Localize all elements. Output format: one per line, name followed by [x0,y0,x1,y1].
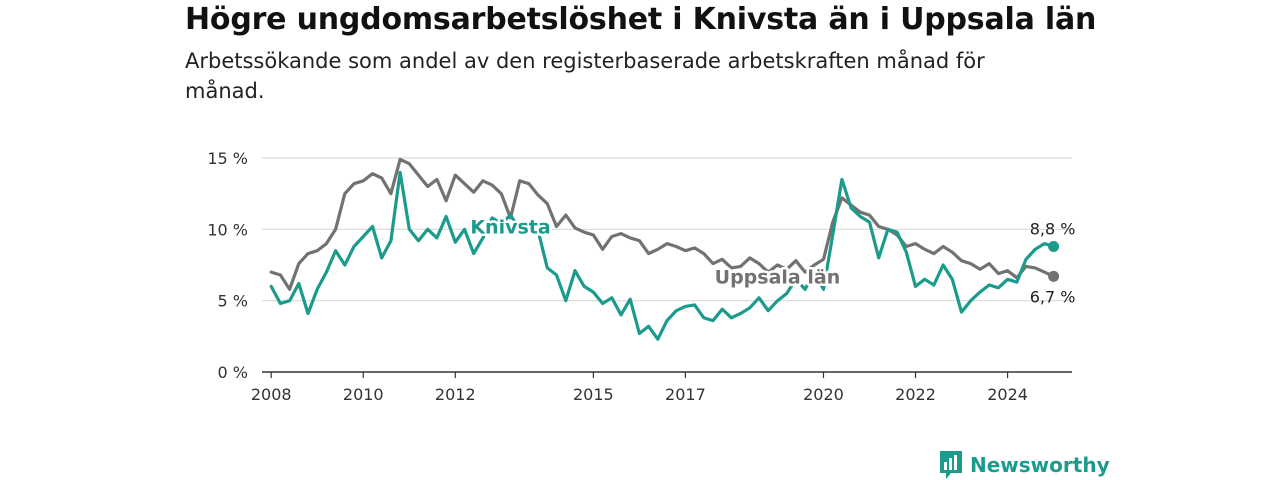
series-line-uppsala [269,157,1056,291]
x-tick-label: 2010 [343,385,384,404]
end-point-uppsala [1048,270,1060,282]
x-tick-label: 2017 [665,385,706,404]
newsworthy-brand[interactable]: Newsworthy [938,450,1110,480]
x-tick-label: 2012 [435,385,476,404]
series-labels: 6,7 % 8,8 % Knivsta Uppsala län [468,214,1076,306]
x-tick-label: 2008 [251,385,292,404]
y-tick-label: 15 % [207,149,248,168]
x-tick-label: 2024 [987,385,1028,404]
series-name-label-knivsta: Knivsta [470,216,550,238]
end-label-knivsta: 8,8 % [1030,219,1076,238]
x-tick-label: 2015 [573,385,614,404]
series-line-knivsta [269,170,1056,341]
series-name-label-uppsala: Uppsala län [715,266,841,288]
axes: 0 % 5 % 10 % 15 % 2008 2010 2012 2015 2017 2020 20… [207,149,1072,404]
chart-subtitle: Arbetssökande som andel av den registerb… [185,49,985,103]
end-label-uppsala: 6,7 % [1030,287,1076,306]
y-tick-label: 0 % [218,363,248,382]
y-tick-label: 10 % [207,220,248,239]
series-lines [269,157,1060,341]
end-point-knivsta [1048,240,1060,252]
brand-name: Newsworthy [970,453,1110,477]
y-tick-label: 5 % [218,292,248,311]
bar-chart-logo-icon [940,451,962,479]
chart-title: Högre ungdomsarbetslöshet i Knivsta än i… [185,2,1097,37]
x-tick-label: 2020 [803,385,844,404]
x-tick-label: 2022 [895,385,936,404]
gridlines [262,157,1072,302]
